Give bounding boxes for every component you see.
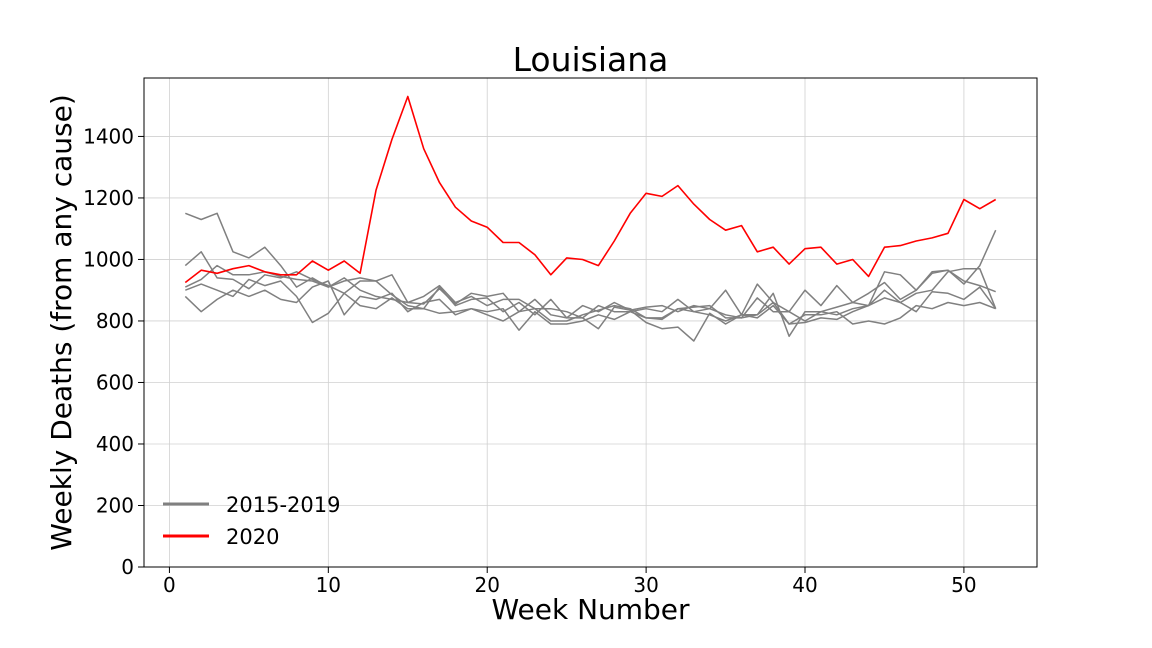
- legend: 2015-2019 2020: [163, 493, 340, 549]
- y-tick-label: 400: [96, 432, 134, 456]
- x-tick-label: 40: [792, 573, 817, 597]
- series-line-baseline-5: [184, 280, 996, 331]
- y-axis-label: Weekly Deaths (from any cause): [45, 94, 78, 551]
- plot-frame: [143, 77, 1038, 568]
- axis-ticks: 0 10 20 30 40 50 0 200 400 600 800 1000 1200 1400: [83, 124, 977, 597]
- y-tick-label: 600: [96, 370, 134, 394]
- legend-label-baseline: 2015-2019: [226, 493, 340, 517]
- y-tick-label: 0: [121, 555, 134, 579]
- x-tick-label: 0: [163, 573, 176, 597]
- grid-lines: [144, 78, 1037, 568]
- x-tick-label: 50: [951, 573, 976, 597]
- chart-title: Louisiana: [513, 40, 669, 79]
- series-line-2020: [184, 95, 997, 284]
- series-line-baseline-4: [185, 278, 997, 342]
- y-tick-label: 1000: [83, 247, 134, 271]
- y-tick-label: 800: [96, 309, 134, 333]
- series-lines: [184, 95, 997, 342]
- x-tick-label: 10: [316, 573, 341, 597]
- y-tick-label: 1400: [83, 124, 134, 148]
- x-axis-label: Week Number: [491, 593, 690, 626]
- y-tick-label: 1200: [83, 186, 134, 210]
- y-tick-label: 200: [96, 493, 134, 517]
- x-tick-label: 20: [474, 573, 499, 597]
- x-tick-label: 30: [633, 573, 658, 597]
- legend-label-2020: 2020: [226, 525, 279, 549]
